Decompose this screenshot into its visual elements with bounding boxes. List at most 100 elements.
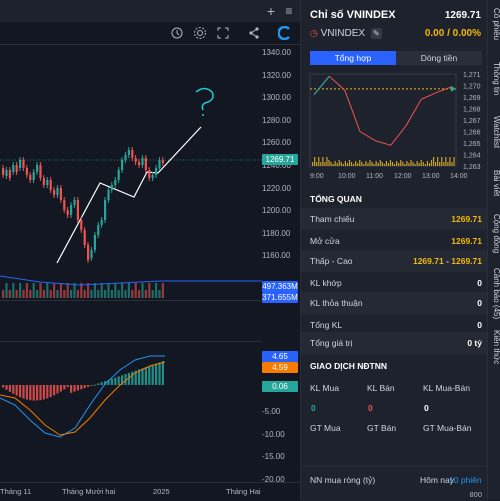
macd-histogram-bar [83,385,86,389]
intraday-volume-bar [383,164,385,166]
share-icon[interactable] [247,26,261,40]
candle [32,172,35,180]
candle [70,205,73,215]
pane-divider[interactable] [0,341,262,342]
vtab-knowledge[interactable]: Kiến thức [492,330,500,365]
intraday-y-tick: 1,269 [463,95,481,102]
intraday-chart[interactable]: 1,271 1,270 1,269 1,268 1,267 1,266 1,265 1,264… [301,68,488,184]
intraday-x-tick: 13:00 [422,173,440,180]
macd-histogram-bar [121,375,124,385]
vtab-community[interactable]: Cộng đồng [492,214,500,254]
menu-icon[interactable]: ≡ [285,4,293,18]
candle [161,160,164,163]
volume-bar [141,283,144,298]
volume-bar [155,283,158,298]
intraday-price-marker [451,85,456,92]
net-buy-title: NN mua ròng (tỷ) [310,475,376,485]
price-tick: 1200.00 [262,206,291,216]
volume-bar [56,290,59,298]
vtab-articles[interactable]: Bài viết [492,170,500,197]
vtab-watchlist[interactable]: Watchlist [492,116,500,149]
price-tick: 1340.00 [262,48,291,57]
macd-histogram-bar [46,385,49,399]
macd-histogram-bar [36,385,39,401]
price-tick: 1300.00 [262,93,291,103]
intraday-volume-bar [375,161,377,166]
macd-histogram-bar [8,385,11,392]
intraday-volume-bar [428,163,431,166]
plus-icon[interactable]: + [266,3,276,19]
settings-icon[interactable] [193,26,207,40]
intraday-price-line [313,75,453,146]
candle [83,230,86,245]
macd-histogram-bar [100,382,103,385]
tab-summary[interactable]: Tổng hợp [310,51,396,65]
time-label: Tháng Hai [226,487,261,496]
candle [100,220,103,225]
volume-bar [127,283,130,298]
intraday-volume-bar [416,161,418,166]
volume-bar [87,283,90,298]
chart-tools-bar [0,22,300,45]
volume-bar [29,290,32,298]
alarm-plus-icon[interactable] [170,26,184,40]
volume-bar [8,290,11,298]
volume-bar [107,283,110,298]
intraday-volume-bar [367,163,369,166]
volume-ma-line [0,275,262,286]
edit-icon[interactable]: ✎ [370,28,382,39]
logo-icon[interactable] [278,26,292,40]
overview-row-matched-volume: KL khớp 0 [301,272,488,294]
vtab-alerts[interactable]: Cảnh báo (45) [492,268,500,320]
candle [2,168,5,175]
candle [114,180,117,185]
volume-bar [73,283,76,298]
candle [155,168,158,175]
macd-histogram-bar [32,385,35,401]
stock-chart-area[interactable]: + ≡ 1340.00 1320.00 1300.00 1280.00 1260.00 1… [0,0,300,500]
price-tick: 1240.00 [262,161,291,170]
candle [5,170,8,176]
volume-bar [110,290,113,298]
overview-row-total-value: Tổng giá trị 0 tỷ [301,332,488,354]
volume-bar [131,290,134,298]
row-value: 1269.71 [451,214,482,224]
macd-histogram-bar [114,377,117,385]
intraday-volume-bar [385,161,387,166]
volume-bar [42,290,45,298]
tab-money-flow[interactable]: Dòng tiền [396,51,482,65]
row-label: Thấp - Cao [310,256,353,266]
volume-bar [93,283,96,298]
intraday-volume-bar [346,163,349,166]
macd-histogram-bar [127,372,130,385]
intraday-volume-bar [338,160,340,166]
volume-bar [104,290,107,298]
macd-line [0,355,165,438]
intraday-y-tick: 1,266 [463,130,481,137]
candlestick-chart[interactable] [0,0,262,482]
pane-divider[interactable] [0,300,262,301]
candle [42,178,45,185]
foreign-sell-label: KL Bán [367,383,395,393]
foreign-buy-value: 0 [311,403,316,413]
intraday-volume-bar [398,163,400,166]
macd-tag: 4.65 [262,351,298,362]
intraday-volume-bar [404,164,406,166]
tab-10-sessions[interactable]: 10 phiên [449,475,482,485]
fullscreen-icon[interactable] [216,26,230,40]
price-tick: 1320.00 [262,70,291,80]
drawing-trendline [56,126,202,264]
intraday-volume-bar [394,164,396,166]
macd-histogram-bar [70,385,73,393]
volume-tag: 497.363M [262,281,298,292]
candle [29,175,32,180]
overview-row-reference: Tham chiếu 1269.71 [301,208,488,230]
intraday-volume-bar [443,162,445,166]
vtab-stocks[interactable]: Cổ phiếu [492,8,500,41]
candle [49,180,52,190]
tab-today[interactable]: Hôm nay [420,475,455,485]
macd-histogram-bar [155,363,158,385]
intraday-volume-bar [420,160,422,166]
macd-histogram-bar [87,385,90,387]
vtab-info[interactable]: Thông tin [492,62,500,96]
